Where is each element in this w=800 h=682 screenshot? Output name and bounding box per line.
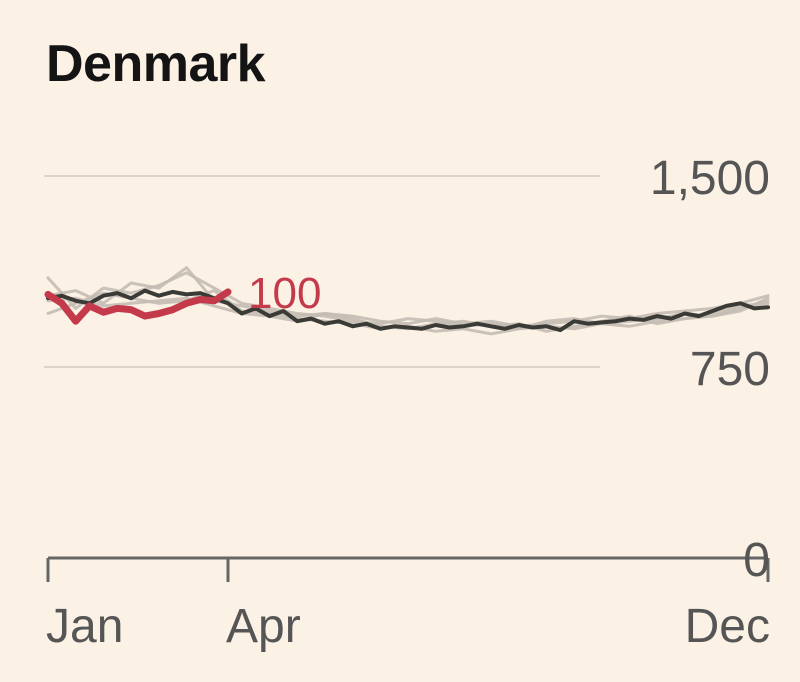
x-tick-label: Jan: [46, 600, 123, 653]
labels: 1,500 750 0 Jan Apr Dec 100: [46, 152, 770, 653]
average-series-line: [46, 288, 770, 333]
average-line-layer: [46, 288, 770, 333]
chart-title: Denmark: [46, 35, 266, 93]
previous-series-line: [46, 294, 770, 328]
y-tick-label: 1,500: [650, 152, 770, 205]
previous-years-lines: [46, 266, 770, 336]
current-line-layer: [44, 288, 232, 325]
y-tick-label: 750: [690, 343, 770, 396]
x-tick-label: Apr: [226, 600, 301, 653]
x-axis: [46, 556, 770, 582]
current-series-line: [44, 288, 232, 325]
gridlines: [44, 175, 600, 368]
y-tick-label: 0: [743, 534, 770, 587]
x-tick-label: Dec: [685, 600, 770, 653]
current-value-label: 100: [248, 269, 321, 318]
